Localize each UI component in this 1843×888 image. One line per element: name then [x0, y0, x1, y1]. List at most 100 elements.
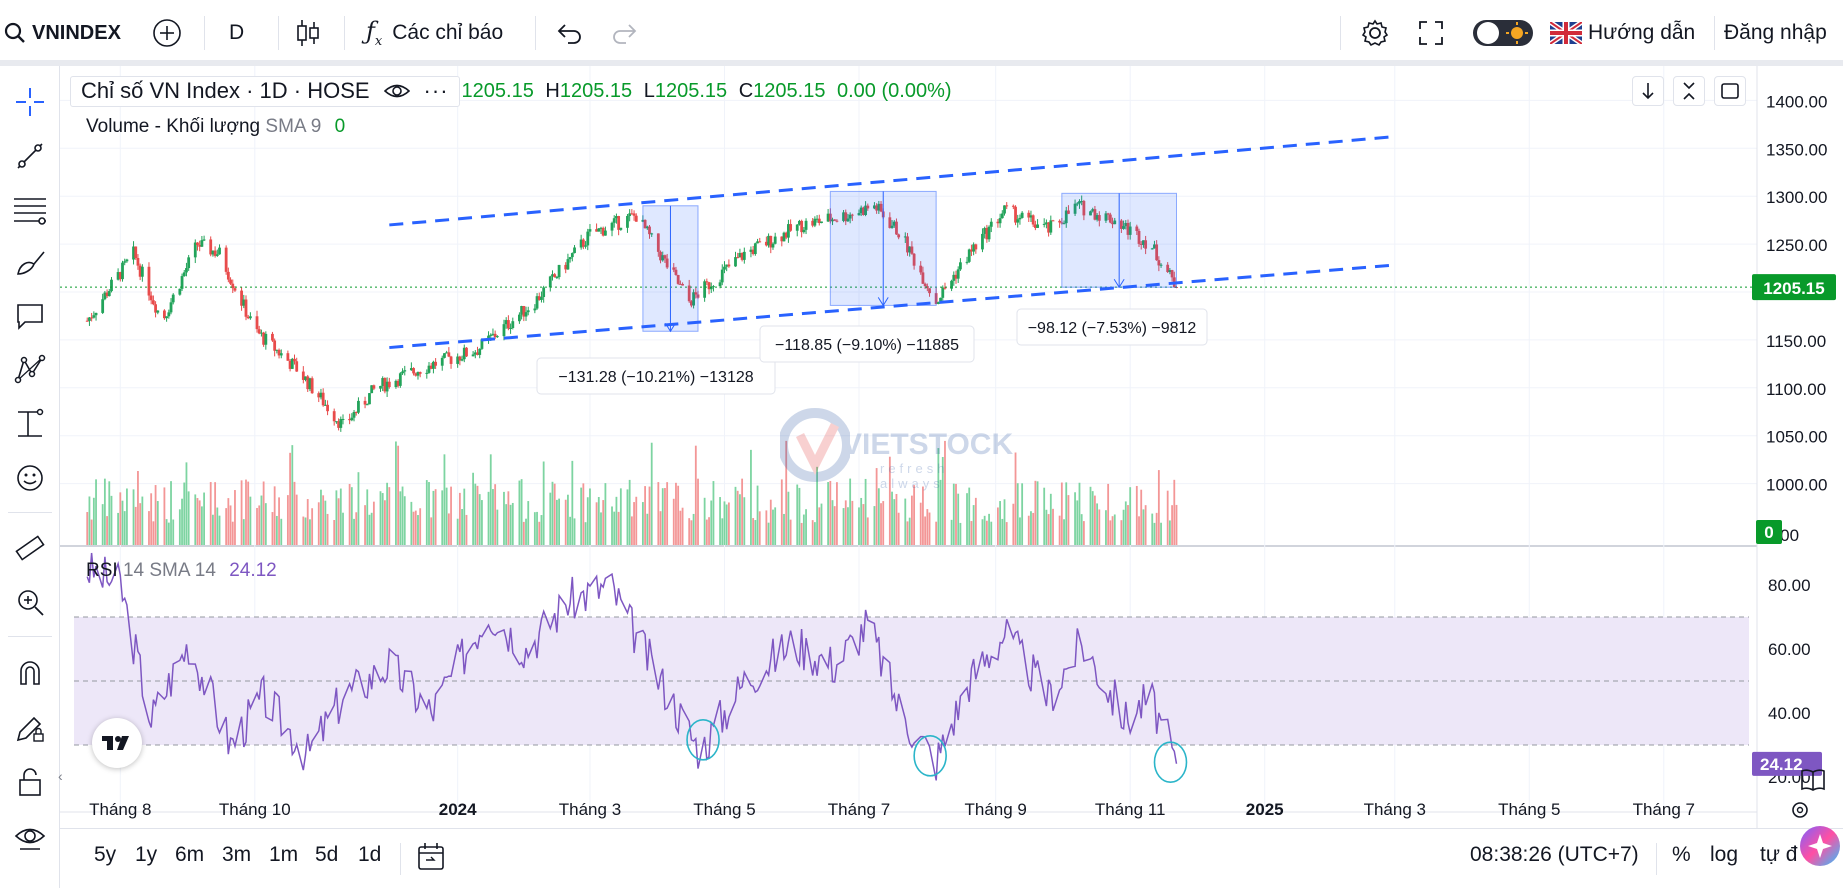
- candle-body: [619, 227, 623, 230]
- volume-bar: [950, 519, 953, 545]
- scale-settings-button[interactable]: [1788, 800, 1812, 825]
- candle-body: [341, 418, 345, 420]
- price-tick-label: 1150.00: [1766, 332, 1826, 351]
- candle-body: [229, 279, 232, 284]
- volume-bar: [229, 505, 232, 545]
- text-tool[interactable]: [8, 294, 52, 338]
- clock-timezone[interactable]: 08:38:26 (UTC+7): [1470, 843, 1639, 866]
- log-toggle[interactable]: log: [1710, 843, 1739, 866]
- volume-bar: [218, 515, 221, 545]
- ruler-tool[interactable]: [8, 526, 52, 570]
- candle-body: [200, 240, 204, 247]
- range-3m[interactable]: 3m: [222, 843, 252, 866]
- volume-bar: [401, 486, 404, 545]
- fullscreen-button[interactable]: [1418, 14, 1444, 52]
- fib-tool[interactable]: [8, 188, 52, 232]
- candle-body: [1005, 205, 1009, 207]
- compare-symbol-button[interactable]: [152, 14, 182, 52]
- collapse-toolbar-handle[interactable]: ‹: [58, 768, 63, 784]
- undo-icon: [557, 24, 581, 44]
- maximize-pane-button[interactable]: [1714, 76, 1746, 106]
- candle-body: [1097, 215, 1101, 221]
- range-1y[interactable]: 1y: [135, 843, 158, 866]
- collapse-icon: [1683, 82, 1695, 100]
- zoom-tool[interactable]: [8, 580, 52, 624]
- fx-icon: ƒx: [366, 17, 383, 49]
- volume-bar: [813, 522, 816, 545]
- pattern-tool[interactable]: [8, 348, 52, 392]
- candle-body: [659, 251, 662, 261]
- guide-link[interactable]: Hướng dẫn: [1550, 14, 1695, 52]
- range-6m[interactable]: 6m: [175, 843, 205, 866]
- icon-tool[interactable]: [8, 456, 52, 500]
- candle-body: [1064, 210, 1068, 224]
- visibility-tool[interactable]: [8, 814, 52, 858]
- candle-body: [925, 286, 929, 289]
- candle-body: [767, 235, 770, 246]
- volume-legend: Volume - Khối lượng SMA 9 0: [86, 116, 345, 138]
- candle-body: [213, 250, 217, 256]
- candle-body: [787, 224, 790, 238]
- candle-body: [487, 335, 490, 340]
- lock-drawing-tool[interactable]: [8, 706, 52, 750]
- magnet-tool[interactable]: [8, 650, 52, 694]
- volume-bar: [231, 521, 234, 545]
- volume-bar: [103, 478, 106, 545]
- goto-date-button[interactable]: [416, 841, 446, 878]
- measure-tool[interactable]: [8, 402, 52, 446]
- brush-tool[interactable]: [8, 242, 52, 286]
- chart-type-button[interactable]: [295, 14, 321, 52]
- volume-bar: [996, 507, 999, 545]
- candle-body: [1062, 223, 1066, 225]
- series-title-box[interactable]: Chỉ số VN Index · 1D · HOSE ···: [70, 76, 460, 107]
- more-icon[interactable]: ···: [423, 78, 449, 103]
- candle-body: [310, 378, 314, 394]
- lock-tool[interactable]: [8, 760, 52, 804]
- theme-toggle[interactable]: [1472, 14, 1534, 52]
- volume-bar: [891, 491, 893, 545]
- candle-body: [773, 236, 777, 244]
- candle-body: [154, 304, 157, 313]
- login-button[interactable]: Đăng nhập: [1724, 14, 1827, 52]
- candle-body: [981, 233, 984, 250]
- candle-body: [323, 404, 327, 406]
- range-1m[interactable]: 1m: [269, 843, 299, 866]
- assistant-button[interactable]: [1800, 826, 1840, 866]
- volume-bar: [342, 512, 344, 545]
- percent-toggle[interactable]: %: [1672, 843, 1691, 866]
- candle-body: [412, 368, 415, 374]
- candle-body: [656, 233, 660, 252]
- range-5d[interactable]: 5d: [315, 843, 339, 866]
- volume-bar: [209, 482, 212, 545]
- range-1d[interactable]: 1d: [358, 843, 382, 866]
- candle-body: [326, 404, 329, 412]
- tradingview-logo[interactable]: [92, 718, 142, 768]
- volume-bar: [1157, 470, 1160, 545]
- indicators-button[interactable]: ƒx Các chỉ báo: [366, 14, 503, 52]
- range-5y[interactable]: 5y: [94, 843, 117, 866]
- volume-bar: [957, 493, 960, 545]
- volume-bar: [734, 486, 737, 545]
- candle-body: [301, 371, 305, 380]
- volume-bar: [1058, 515, 1061, 545]
- collapse-pane-button[interactable]: [1673, 76, 1705, 106]
- symbol-search[interactable]: VNINDEX: [4, 14, 121, 52]
- auto-toggle[interactable]: tự đ: [1760, 843, 1798, 866]
- book-icon-button[interactable]: [1800, 768, 1826, 797]
- redo-button[interactable]: [612, 14, 638, 52]
- interval-button[interactable]: D: [229, 14, 244, 52]
- eye-icon[interactable]: [383, 82, 410, 100]
- trend-line-tool[interactable]: [8, 134, 52, 178]
- settings-button[interactable]: [1360, 14, 1390, 52]
- guide-label: Hướng dẫn: [1588, 21, 1696, 44]
- eye-icon: [14, 828, 46, 850]
- crosshair-tool[interactable]: [8, 80, 52, 124]
- price-scale-bg: [1757, 66, 1843, 828]
- scroll-down-button[interactable]: [1632, 76, 1664, 106]
- undo-button[interactable]: [556, 14, 582, 52]
- candle-body: [989, 221, 993, 227]
- volume-bar: [289, 452, 291, 545]
- volume-bar: [613, 511, 616, 545]
- volume-bar: [675, 482, 677, 545]
